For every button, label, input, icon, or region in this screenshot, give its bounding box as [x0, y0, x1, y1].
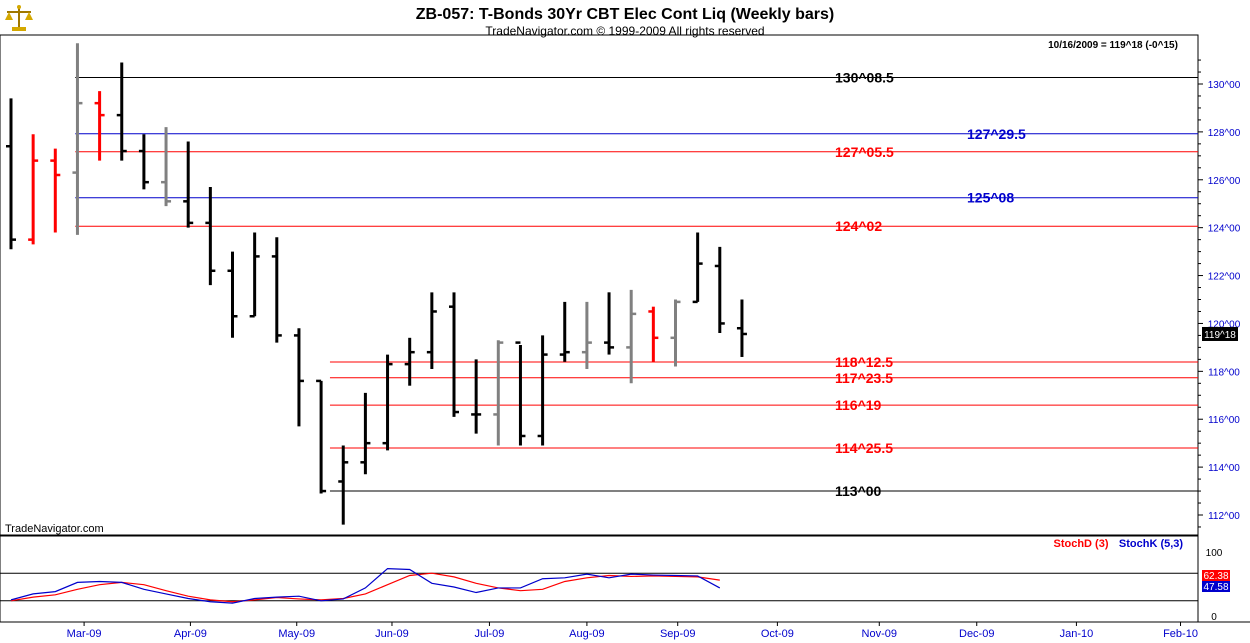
- stoch-tick-label: 100: [1206, 548, 1223, 559]
- price-bar: [471, 359, 482, 434]
- price-bar: [271, 237, 282, 343]
- time-tick-label: Jan-10: [1060, 628, 1094, 640]
- time-tick-label: May-09: [278, 628, 315, 640]
- price-bar: [426, 292, 437, 369]
- price-bar: [183, 141, 194, 228]
- price-axis: 130^00 128^00 126^00 124^00 122^00 120^00 118^…: [1198, 59, 1241, 528]
- level-label: 127^05.5: [835, 144, 894, 160]
- legend-stochd: StochD (3): [1054, 538, 1109, 550]
- price-bar: [559, 301, 570, 362]
- time-tick-label: Jun-09: [375, 628, 409, 640]
- support-resistance-levels: 130^08.5 127^29.5 127^05.5 125^08 124^02 118^…: [75, 70, 1198, 499]
- chart-title: ZB-057: T-Bonds 30Yr CBT Elec Cont Liq (…: [416, 6, 834, 23]
- time-tick-label: Jul-09: [474, 628, 504, 640]
- price-bar: [493, 340, 504, 446]
- last-price-label: 119^18: [1204, 330, 1236, 341]
- time-tick-label: Aug-09: [569, 628, 604, 640]
- time-tick-label: Dec-09: [959, 628, 994, 640]
- last-price-box: [1202, 326, 1238, 341]
- stoch-panel-frame: [0, 535, 1199, 623]
- stochd-last-box: [1202, 570, 1230, 581]
- level-label: 118^12.5: [835, 354, 893, 370]
- legend-stochk: StochK (5,3): [1119, 538, 1184, 550]
- price-tick-label: 124^00: [1208, 224, 1241, 235]
- scales-logo-icon: [2, 2, 36, 34]
- price-bar: [227, 251, 238, 338]
- level-label: 127^29.5: [967, 126, 1026, 142]
- price-bar: [6, 98, 16, 250]
- price-bar: [404, 337, 415, 386]
- price-bar: [138, 134, 149, 190]
- price-bar: [382, 354, 393, 451]
- price-bar: [736, 299, 747, 357]
- price-bar: [72, 43, 83, 235]
- price-bar: [714, 246, 725, 334]
- price-tick-label: 126^00: [1208, 176, 1241, 187]
- stochk-last-box: [1202, 581, 1230, 592]
- stochd-last-value: 62.38: [1203, 571, 1228, 582]
- price-bar: [316, 379, 327, 494]
- level-label: 117^23.5: [835, 370, 893, 386]
- price-bar: [28, 134, 39, 245]
- price-bar: [293, 328, 304, 427]
- price-tick-label: 112^00: [1208, 511, 1240, 522]
- time-tick-label: Nov-09: [862, 628, 897, 640]
- price-bars: [6, 43, 747, 525]
- level-label: 116^19: [835, 397, 882, 413]
- price-bar: [338, 445, 349, 525]
- price-bar: [515, 341, 526, 446]
- price-bar: [626, 289, 637, 384]
- chart-subtitle: TradeNavigator.com © 1999-2009 All right…: [485, 24, 764, 38]
- time-tick-label: Oct-09: [761, 628, 794, 640]
- time-axis: Mar-09 Apr-09 May-09 Jun-09 Jul-09 Aug-09 Sep-…: [67, 622, 1198, 640]
- level-label: 125^08: [967, 190, 1014, 206]
- price-bar: [94, 91, 105, 161]
- stochk-last-value: 47.58: [1203, 582, 1228, 593]
- price-bar: [537, 335, 548, 446]
- price-bar: [116, 62, 127, 161]
- watermark-label: TradeNavigator.com: [5, 523, 104, 535]
- time-tick-label: Feb-10: [1163, 628, 1198, 640]
- price-bar: [604, 292, 615, 355]
- level-label: 114^25.5: [835, 440, 893, 456]
- time-tick-label: Mar-09: [67, 628, 102, 640]
- price-bar: [648, 306, 659, 362]
- price-bar: [581, 301, 592, 369]
- level-label: 130^08.5: [835, 70, 894, 86]
- price-bar: [670, 299, 681, 367]
- price-panel-frame: [0, 34, 1199, 536]
- price-tick-label: 116^00: [1208, 415, 1240, 426]
- price-bar: [161, 127, 172, 207]
- price-bar: [249, 232, 260, 318]
- time-tick-label: Sep-09: [660, 628, 695, 640]
- price-bar: [360, 392, 371, 475]
- level-label: 124^02: [835, 218, 882, 234]
- price-tick-label: 122^00: [1208, 272, 1241, 283]
- price-tick-label: 114^00: [1208, 463, 1240, 474]
- time-tick-label: Apr-09: [174, 628, 207, 640]
- price-tick-label: 118^00: [1208, 367, 1240, 378]
- price-tick-label: 120^00: [1208, 319, 1241, 330]
- price-bar: [205, 186, 216, 286]
- price-tick-label: 128^00: [1208, 128, 1241, 139]
- price-bar: [692, 232, 703, 304]
- price-bar: [449, 292, 459, 417]
- stochk-line: [10, 567, 721, 604]
- price-tick-label: 130^00: [1208, 80, 1241, 91]
- last-value-note: 10/16/2009 = 119^18 (-0^15): [1048, 40, 1178, 51]
- level-label: 113^00: [835, 483, 882, 499]
- price-bar: [50, 148, 61, 233]
- stoch-tick-label: 0: [1211, 612, 1217, 623]
